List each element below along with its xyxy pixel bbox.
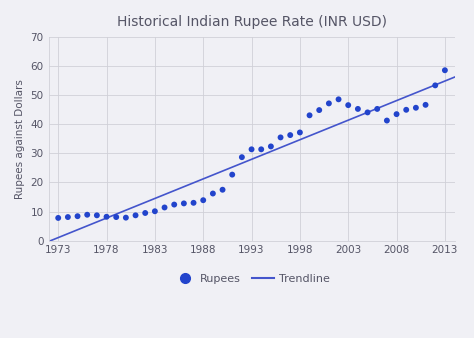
Title: Historical Indian Rupee Rate (INR USD): Historical Indian Rupee Rate (INR USD) — [117, 15, 387, 29]
Point — [209, 191, 217, 196]
Point — [335, 97, 342, 102]
Point — [180, 201, 188, 206]
Point — [190, 200, 197, 206]
Point — [441, 68, 449, 73]
Point — [306, 113, 313, 118]
Point — [248, 147, 255, 152]
Point — [238, 154, 246, 160]
Point — [267, 144, 274, 149]
Point — [383, 118, 391, 123]
Point — [402, 107, 410, 113]
Point — [55, 215, 62, 221]
Point — [112, 214, 120, 220]
Point — [364, 110, 371, 115]
Y-axis label: Rupees against Dollars: Rupees against Dollars — [15, 79, 25, 199]
Legend: Rupees, Trendline: Rupees, Trendline — [169, 269, 334, 288]
Point — [83, 212, 91, 217]
Point — [132, 213, 139, 218]
Point — [93, 213, 100, 218]
Point — [219, 187, 227, 192]
Point — [325, 101, 333, 106]
Point — [354, 106, 362, 112]
Point — [64, 214, 72, 220]
Point — [228, 172, 236, 177]
Point — [151, 209, 159, 214]
Point — [345, 102, 352, 108]
Point — [393, 112, 401, 117]
Point — [141, 210, 149, 216]
Point — [286, 132, 294, 138]
Point — [431, 83, 439, 88]
Point — [422, 102, 429, 107]
Point — [74, 214, 82, 219]
Point — [296, 130, 304, 135]
Point — [171, 202, 178, 207]
Point — [122, 215, 130, 220]
Point — [315, 107, 323, 113]
Point — [374, 106, 381, 112]
Point — [257, 147, 265, 152]
Point — [412, 105, 419, 111]
Point — [277, 135, 284, 140]
Point — [103, 214, 110, 219]
Point — [200, 197, 207, 203]
Point — [161, 205, 168, 210]
